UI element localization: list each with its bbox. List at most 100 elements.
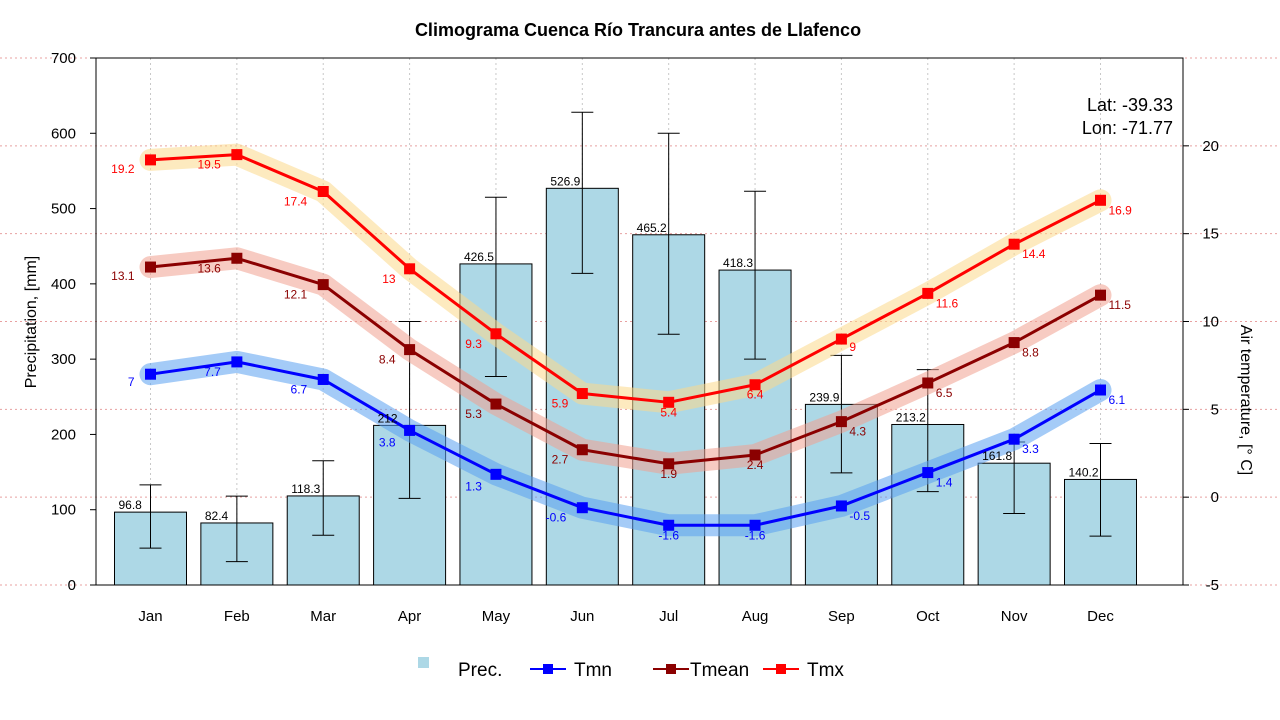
legend: Prec. Tmn Tmean Tmx xyxy=(418,657,844,681)
y2-axis-tick-label: 15 xyxy=(1202,226,1219,243)
tmean-marker xyxy=(490,398,502,410)
tmean-marker xyxy=(145,261,156,273)
x-axis-tick-label: Nov xyxy=(1001,608,1028,625)
y-axis-tick-label: 500 xyxy=(51,201,76,218)
temperature-bands xyxy=(139,143,1112,537)
tmn-marker xyxy=(404,424,416,436)
tmean-value-label: 1.9 xyxy=(660,467,677,481)
tmx-value-label: 16.9 xyxy=(1109,203,1133,217)
tmx-marker xyxy=(231,149,243,161)
legend-marker xyxy=(776,664,786,674)
tmx-value-label: 19.2 xyxy=(111,162,135,176)
tmx-line xyxy=(150,153,1102,404)
tmx-marker xyxy=(576,388,588,400)
tmx-value-label: 9 xyxy=(849,340,856,354)
legend-label: Tmx xyxy=(807,660,844,681)
tmx-value-label: 13 xyxy=(382,272,396,286)
tmn-value-label: 7 xyxy=(128,375,135,389)
tmn-value-label: 3.3 xyxy=(1022,442,1039,456)
tmean-value-label: 8.4 xyxy=(379,353,396,367)
tmn-marker xyxy=(231,356,243,368)
precipitation-value-label: 118.3 xyxy=(291,482,320,496)
tmx-value-label: 6.4 xyxy=(747,388,764,402)
legend-label: Tmean xyxy=(690,660,749,681)
tmx-marker xyxy=(317,186,329,198)
y-axis-tick-label: 700 xyxy=(51,50,76,67)
tmn-value-label: 6.1 xyxy=(1109,393,1126,407)
latitude-text: Lat: -39.33 xyxy=(1087,95,1173,115)
x-axis-tick-label: Jan xyxy=(138,608,162,625)
tmean-marker xyxy=(749,449,761,461)
precipitation-value-label: 140.2 xyxy=(1069,465,1099,479)
tmx-marker xyxy=(145,154,156,166)
tmx-marker xyxy=(663,396,675,408)
y2-axis-tick-label: -5 xyxy=(1206,577,1219,594)
legend-item-tmean: Tmean xyxy=(653,660,749,681)
y-axis-tick-label: 400 xyxy=(51,276,76,293)
precipitation-value-label: 82.4 xyxy=(205,509,229,523)
tmean-marker xyxy=(1095,289,1106,301)
y2-axis-label: Air temperature, [° C] xyxy=(1237,325,1254,475)
tmn-value-label: 3.8 xyxy=(379,435,396,449)
tmn-value-label: 6.7 xyxy=(291,382,308,396)
tmean-value-label: 13.6 xyxy=(198,261,222,275)
precipitation-value-label: 465.2 xyxy=(637,221,667,235)
tmn-value-label: -0.5 xyxy=(849,509,870,523)
tmn-value-label: -1.6 xyxy=(658,528,679,542)
y-axis-tick-label: 100 xyxy=(51,502,76,519)
tmx-marker xyxy=(1008,238,1020,250)
y-axis-label: Precipitation, [mm] xyxy=(23,256,40,388)
precipitation-value-label: 161.8 xyxy=(982,449,1012,463)
y-axis-tick-label: 600 xyxy=(51,125,76,142)
data-labels: 96.8 82.4 118.3 212 426.5 526.9 465.2 418.3 239.… xyxy=(111,158,1132,543)
y-axis-tick-label: 300 xyxy=(51,351,76,368)
tmean-value-label: 12.1 xyxy=(284,288,308,302)
precipitation-value-label: 426.5 xyxy=(464,250,494,264)
legend-label: Prec. xyxy=(458,660,502,681)
legend-marker xyxy=(666,664,676,674)
tmx-marker xyxy=(490,328,502,340)
temperature-lines xyxy=(145,149,1106,531)
y-axis-tick-label: 200 xyxy=(51,426,76,443)
x-axis-tick-label: May xyxy=(482,608,511,625)
x-axis-tick-label: Aug xyxy=(742,608,769,625)
precipitation-value-label: 239.9 xyxy=(809,390,839,404)
tmn-marker xyxy=(1095,384,1106,396)
tmn-value-label: -0.6 xyxy=(546,511,567,525)
precipitation-value-label: 212 xyxy=(378,411,398,425)
tmean-marker xyxy=(317,279,329,291)
x-axis-tick-label: Mar xyxy=(310,608,336,625)
tmn-marker xyxy=(922,467,934,479)
tmx-marker xyxy=(749,379,761,391)
axes-layer: 0 100 200 300 400 500 600 700 -5 0 5 10 15 20 Jan Feb Ma… xyxy=(51,50,1219,625)
tmx-value-label: 14.4 xyxy=(1022,247,1046,261)
tmx-value-label: 5.4 xyxy=(660,405,677,419)
legend-label: Tmn xyxy=(574,660,612,681)
tmx-marker xyxy=(922,287,934,299)
tmean-marker xyxy=(404,344,416,356)
tmx-value-label: 17.4 xyxy=(284,195,308,209)
tmean-marker xyxy=(663,458,675,470)
tmn-value-label: 1.4 xyxy=(936,476,953,490)
tmx-marker xyxy=(404,263,416,275)
x-axis-tick-label: Dec xyxy=(1087,608,1114,625)
tmean-value-label: 6.5 xyxy=(936,386,953,400)
tmx-value-label: 11.6 xyxy=(936,296,959,310)
y2-axis-tick-label: 20 xyxy=(1202,138,1219,155)
precipitation-value-label: 418.3 xyxy=(723,256,753,270)
legend-swatch xyxy=(418,657,429,668)
tmn-marker xyxy=(663,519,675,531)
tmn-marker xyxy=(145,368,156,380)
longitude-text: Lon: -71.77 xyxy=(1082,118,1173,138)
tmn-value-label: 1.3 xyxy=(465,479,482,493)
tmean-value-label: 8.8 xyxy=(1022,346,1039,360)
tmean-marker xyxy=(922,377,934,389)
tmn-value-label: -1.6 xyxy=(745,528,766,542)
legend-item-tmx: Tmx xyxy=(763,660,844,681)
legend-item-tmn: Tmn xyxy=(530,660,612,681)
legend-item-precipitation: Prec. xyxy=(418,657,502,681)
y2-axis-tick-label: 0 xyxy=(1211,489,1219,506)
tmean-marker xyxy=(231,252,243,264)
